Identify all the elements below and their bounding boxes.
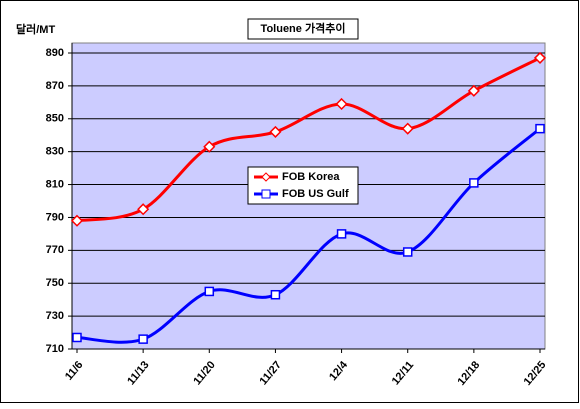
y-tick-label: 750: [46, 277, 64, 289]
marker: [138, 334, 148, 344]
marker: [336, 229, 347, 239]
y-tick-label: 770: [46, 244, 64, 256]
marker: [270, 289, 281, 300]
y-tick-label: 830: [46, 146, 64, 158]
marker: [467, 84, 480, 97]
marker: [335, 97, 348, 111]
y-tick-label: 850: [46, 113, 64, 125]
marker: [402, 247, 413, 257]
legend-marker: [261, 172, 271, 182]
marker: [535, 123, 545, 134]
series-line: [76, 56, 541, 223]
y-tick-label: 730: [46, 310, 64, 322]
legend-marker: [261, 189, 271, 199]
y-tick-label: 890: [46, 47, 64, 59]
legend-label: FOB US Gulf: [282, 188, 349, 200]
marker: [137, 203, 150, 216]
legend-label: FOB Korea: [282, 171, 340, 183]
y-tick-label: 710: [46, 343, 64, 355]
marker: [269, 125, 282, 138]
marker: [72, 332, 82, 343]
marker: [70, 214, 84, 227]
marker: [533, 51, 547, 64]
title-box: [247, 18, 359, 40]
y-tick-label: 870: [46, 80, 64, 92]
chart-title: Toluene 가격추이: [261, 21, 346, 35]
marker: [401, 122, 414, 135]
marker: [204, 286, 215, 297]
y-tick-label: 790: [46, 211, 64, 223]
marker: [469, 178, 479, 188]
y-tick-label: 810: [46, 178, 64, 190]
y-axis-label: 달러/MT: [16, 22, 55, 36]
marker: [203, 140, 216, 153]
